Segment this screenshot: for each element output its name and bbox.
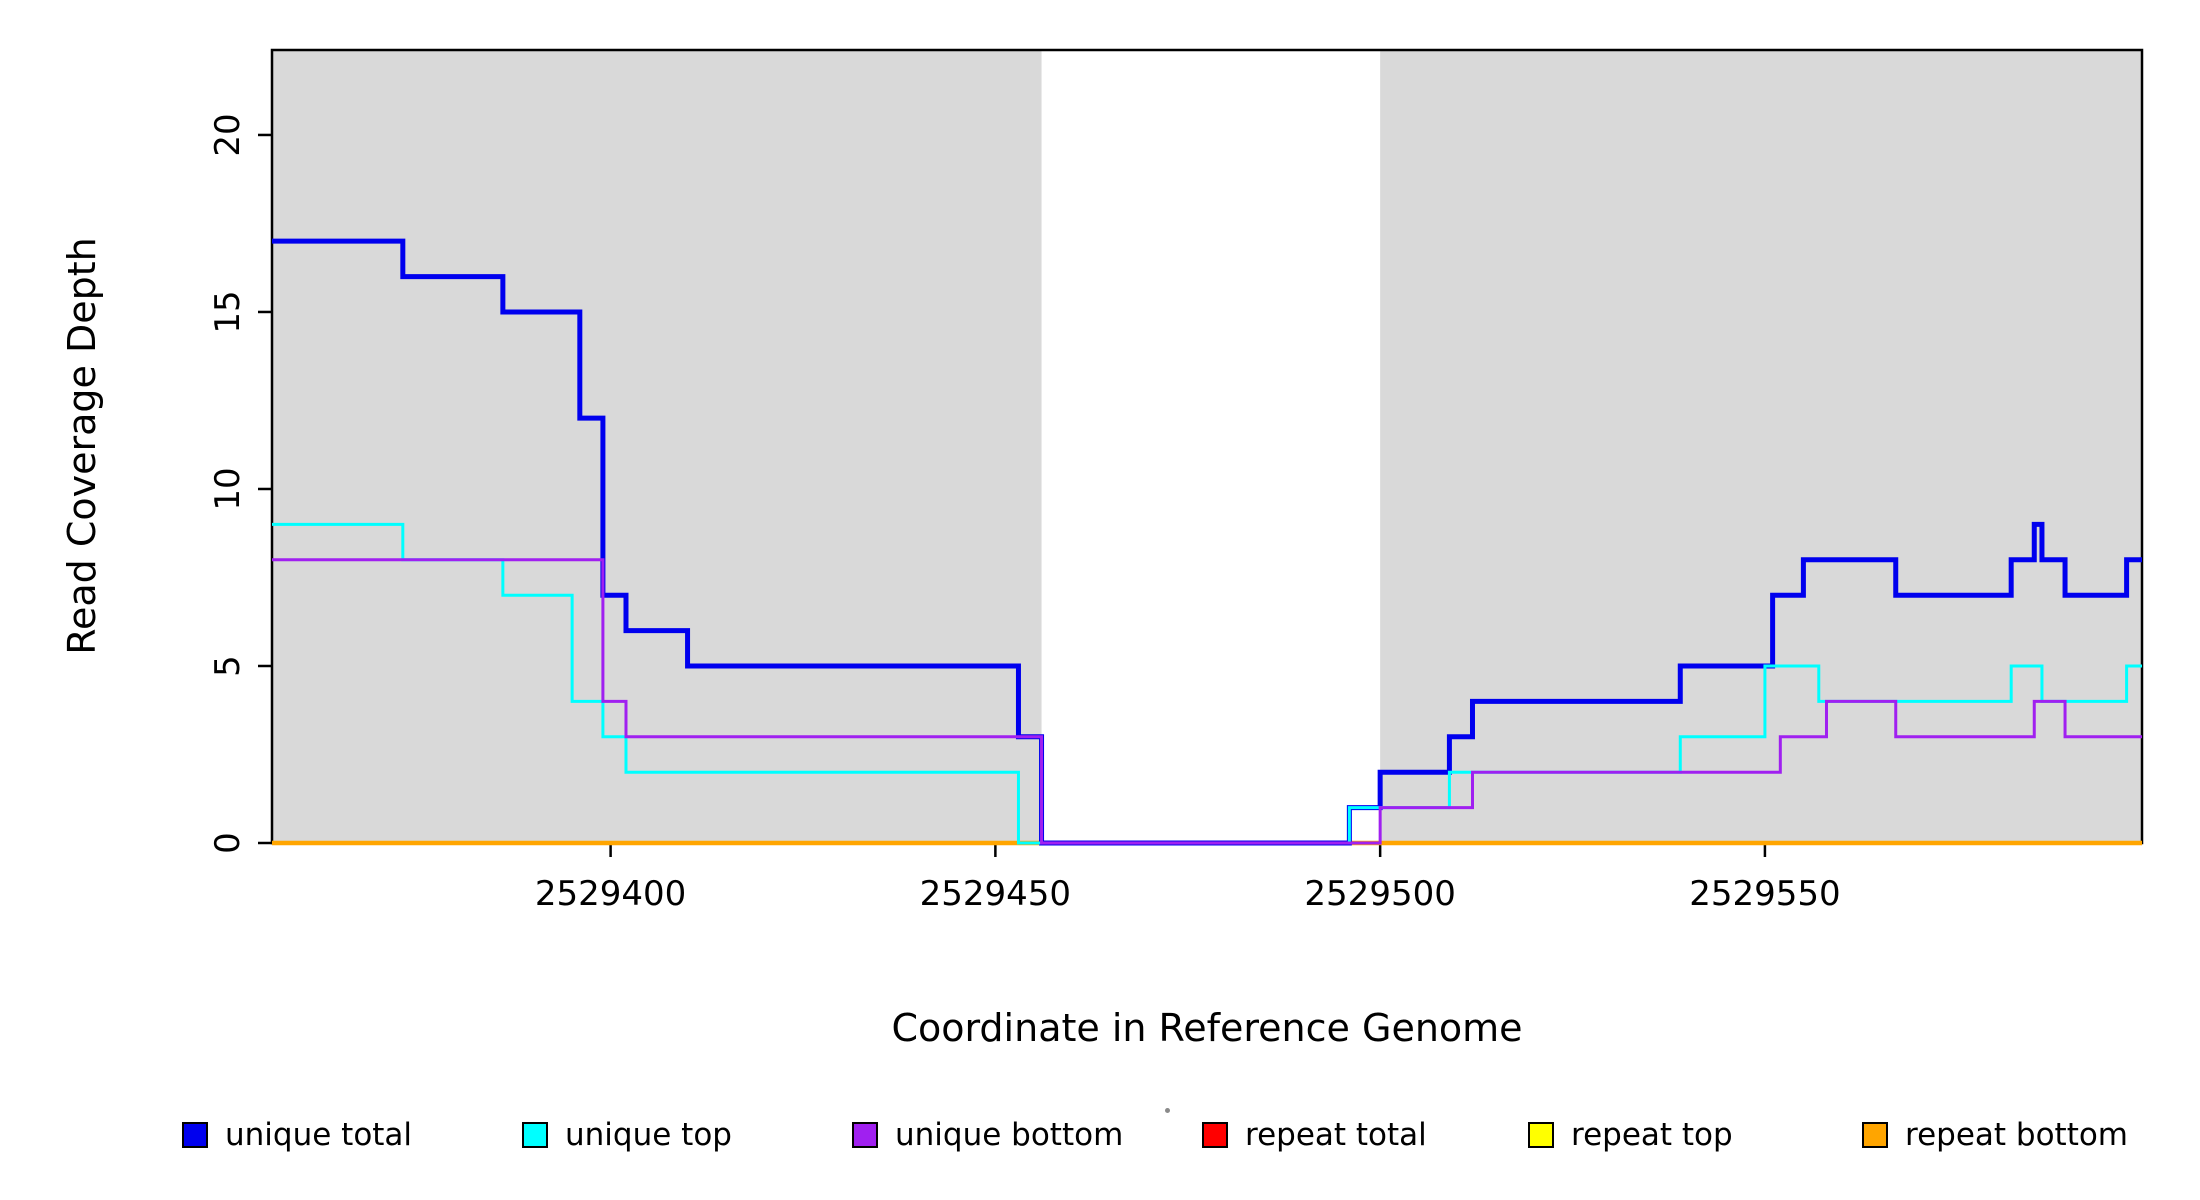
x-tick-label: 2529400 [535, 874, 686, 914]
legend-swatch-icon [1202, 1122, 1228, 1148]
y-tick-label: 5 [208, 655, 248, 677]
y-tick-label: 20 [208, 113, 248, 156]
legend-label: repeat top [1571, 1117, 1733, 1153]
left-covered-region [272, 50, 1042, 843]
legend-label: repeat total [1245, 1117, 1427, 1153]
legend-swatch-icon [182, 1122, 208, 1148]
y-tick-label: 15 [208, 290, 248, 333]
legend-item-repeat-total: repeat total [1202, 1117, 1427, 1153]
y-tick-label: 0 [208, 832, 248, 854]
x-tick-label: 2529500 [1304, 874, 1455, 914]
y-axis-title: Read Coverage Depth [60, 237, 104, 655]
x-axis-title: Coordinate in Reference Genome [891, 1006, 1523, 1050]
chart-legend: unique total unique top unique bottom repea… [0, 0, 2200, 1153]
legend-swatch-icon [852, 1122, 878, 1148]
x-tick-label: 2529550 [1689, 874, 1840, 914]
legend-item-unique-top: unique top [522, 1117, 732, 1153]
series-line-unique-total [272, 238, 2142, 846]
legend-label: unique total [225, 1117, 413, 1153]
stray-dot-artifact [1165, 1108, 1170, 1113]
legend-item-repeat-bottom: repeat bottom [1862, 1117, 2128, 1153]
legend-swatch-icon [522, 1122, 548, 1148]
y-tick-label: 10 [208, 467, 248, 510]
legend-label: unique top [565, 1117, 732, 1153]
x-tick-label: 2529450 [920, 874, 1071, 914]
series-line-unique-bottom [272, 558, 2142, 845]
legend-label: unique bottom [895, 1117, 1124, 1153]
legend-item-unique-total: unique total [182, 1117, 412, 1153]
legend-swatch-icon [1528, 1122, 1554, 1148]
legend-item-unique-bottom: unique bottom [852, 1117, 1123, 1153]
legend-item-repeat-top: repeat top [1528, 1117, 1733, 1153]
legend-swatch-icon [1862, 1122, 1888, 1148]
legend-label: repeat bottom [1905, 1117, 2129, 1153]
right-covered-region [1380, 50, 2142, 843]
